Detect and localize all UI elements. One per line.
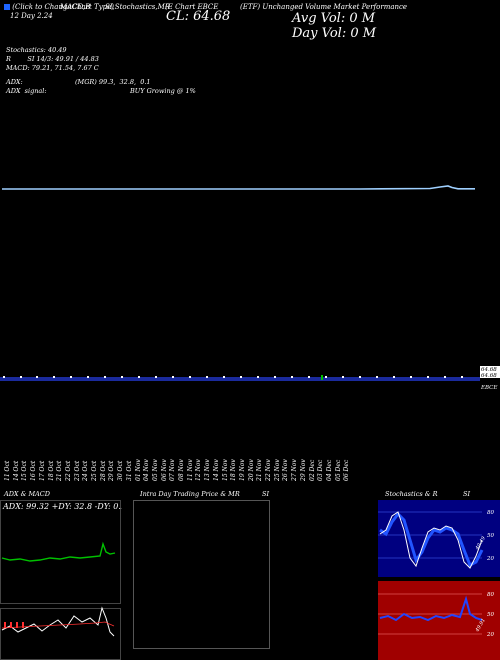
- date-label: 16 Oct: [30, 460, 38, 481]
- header-row1: 12 Day 2.24: [10, 12, 53, 20]
- rsi-level-50: 50: [487, 612, 494, 618]
- rsi-readout: R SI 14/3: 49.91 / 44.83: [6, 55, 99, 63]
- legend-color-icon[interactable]: [4, 4, 10, 10]
- price-line: [2, 185, 475, 190]
- date-label: 04 Dec: [325, 459, 333, 481]
- adx-macd-panel: ADX: 99.32 +DY: 32.8 -DY: 0.11: [0, 500, 122, 660]
- date-label: 22 Oct: [64, 460, 72, 481]
- stochastics-readout: Stochastics: 40.49: [6, 46, 67, 54]
- date-label: 22 Nov: [265, 459, 272, 481]
- chart-legend-top: (Click to ChangeChart Type): [4, 3, 114, 12]
- avg-volume: Avg Vol: 0 M: [292, 11, 376, 26]
- symbol-label: EBCE: [481, 385, 498, 391]
- date-label: 12 Nov: [195, 459, 203, 481]
- close-price: CL: 64.68: [166, 9, 231, 24]
- date-label: 04 Nov: [143, 459, 151, 481]
- date-label: 18 Oct: [47, 460, 55, 481]
- date-label: 20 Nov: [247, 459, 255, 481]
- date-label: 15 Nov: [221, 459, 229, 481]
- date-label: 13 Nov: [204, 459, 212, 481]
- macd-line: [1, 606, 115, 637]
- date-label: 17 Oct: [38, 460, 46, 481]
- intraday-chart[interactable]: [133, 500, 270, 649]
- date-label: 06 Dec: [343, 459, 351, 481]
- adx-label: ADX:: [6, 78, 23, 86]
- header-indicators: SI,Stochastics,MR: [105, 3, 171, 11]
- header-macd: MACD,B: [60, 3, 91, 11]
- rsi-level-80: 80: [487, 592, 494, 598]
- date-label: 14 Oct: [12, 460, 20, 481]
- price-chart[interactable]: [0, 150, 500, 395]
- date-label: 27 Nov: [291, 459, 299, 481]
- date-label: 18 Nov: [230, 459, 238, 481]
- header-right-info: (ETF) Unchanged Volume Market Performanc…: [240, 3, 408, 11]
- date-label: 08 Nov: [178, 459, 185, 481]
- date-label: 29 Oct: [108, 460, 116, 481]
- date-label: 30 Oct: [117, 460, 125, 481]
- date-label: 24 Oct: [82, 460, 90, 481]
- date-label: 15 Oct: [21, 460, 29, 481]
- stoch-title-right: SI: [463, 490, 471, 498]
- date-label: 03 Dec: [317, 459, 325, 481]
- stoch-level-80: 80: [487, 510, 494, 516]
- rsi-line: [379, 595, 483, 622]
- date-label: 01 Nov: [134, 459, 142, 481]
- stoch-title: Stochastics & R: [385, 490, 438, 498]
- adx-signal-label: ADX signal:: [6, 87, 47, 95]
- date-label: 25 Oct: [91, 460, 98, 481]
- macd-histogram: [4, 622, 24, 628]
- stoch-level-50: 50: [487, 533, 494, 539]
- date-label: 11 Oct: [4, 460, 11, 481]
- volume-spike: [321, 375, 323, 380]
- date-label: 23 Oct: [73, 460, 81, 481]
- adx-readout: ADX: 99.32 +DY: 32.8 -DY: 0.11: [2, 502, 122, 511]
- stoch-level-20: 20: [486, 556, 494, 562]
- rsi-level-20: 20: [486, 632, 494, 638]
- price-label-mid: 64.68: [481, 373, 497, 379]
- date-label: 05 Nov: [151, 459, 159, 481]
- stoch-d-line: [379, 511, 483, 569]
- adx-line: [1, 541, 116, 562]
- macd-readout: MACD: 79.21, 71.54, 7.67 C: [6, 64, 99, 72]
- date-label: 11 Nov: [186, 459, 194, 481]
- date-label: 21 Nov: [256, 459, 264, 481]
- date-label: 19 Nov: [238, 459, 246, 481]
- date-label: 07 Nov: [169, 459, 177, 481]
- adx-value: (MGR) 99.3, 32.8, 0.1: [75, 78, 151, 86]
- volume-band: [0, 377, 480, 381]
- stoch-k-line: [379, 511, 484, 568]
- header-symbol: (E Chart EBCE: [165, 3, 219, 11]
- day-volume: Day Vol: 0 M: [292, 26, 377, 41]
- date-label: 06 Nov: [160, 459, 168, 481]
- legend-text[interactable]: (Click to ChangeChart Type): [12, 3, 115, 11]
- date-label: 14 Nov: [212, 459, 220, 481]
- volume-ticks: [3, 376, 463, 378]
- date-label: 02 Dec: [308, 459, 316, 481]
- adx-macd-title: ADX & MACD: [4, 490, 50, 498]
- stoch-rsi-panel: 80 50 20 40.49 80 50 20 49.91: [378, 500, 500, 660]
- intraday-title-right: SI: [262, 490, 270, 498]
- date-label: 26 Nov: [282, 459, 290, 481]
- date-label: 28 Oct: [99, 460, 107, 481]
- date-label: 21 Oct: [56, 460, 64, 481]
- price-marker-bg: [480, 366, 500, 378]
- date-label: 25 Nov: [273, 459, 281, 481]
- date-label: 29 Nov: [299, 459, 307, 481]
- price-label-top: 64.68: [481, 367, 497, 373]
- date-label: 05 Dec: [334, 459, 342, 481]
- adx-signal-value: BUY Growing @ 1%: [130, 87, 196, 95]
- date-axis: 11 Oct 14 Oct 15 Oct 16 Oct 17 Oct 18 Oct 21 O…: [4, 437, 352, 481]
- date-label: 31 Oct: [125, 460, 133, 481]
- intraday-title: Intra Day Trading Price & MR: [140, 490, 240, 498]
